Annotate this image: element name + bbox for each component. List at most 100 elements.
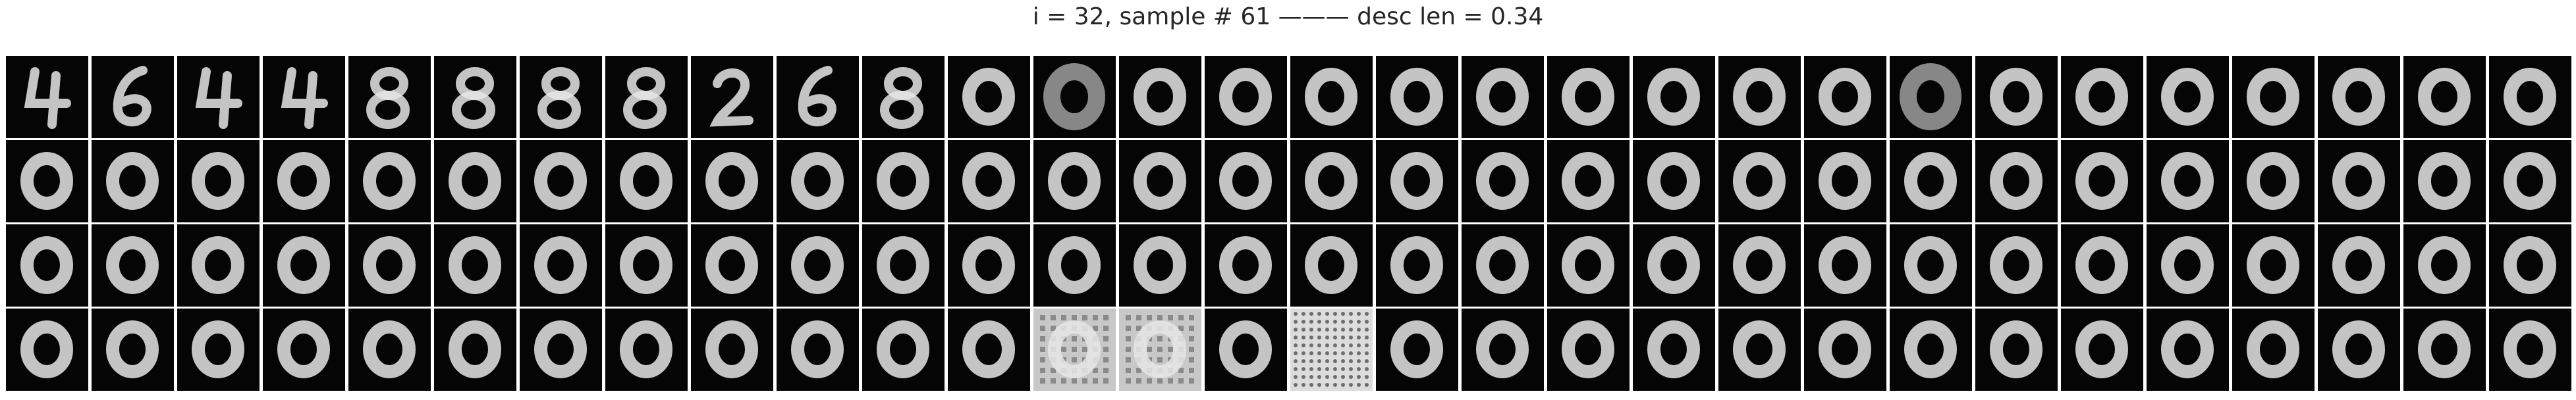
sample-image-tile — [691, 224, 773, 307]
sample-image-tile — [2061, 309, 2143, 391]
sample-image — [2418, 320, 2471, 378]
sample-image-tile — [1033, 56, 1116, 138]
sample-image — [962, 68, 1015, 126]
sample-image-tile — [1890, 224, 1972, 307]
sample-image-tile — [2232, 140, 2315, 222]
sample-image — [281, 67, 328, 129]
sample-image — [962, 320, 1015, 378]
sample-image-tile — [1205, 309, 1287, 391]
sample-image — [791, 236, 844, 294]
sample-image-tile — [2061, 224, 2143, 307]
sample-image-tile — [92, 56, 174, 138]
sample-image — [1904, 320, 1957, 378]
sample-image — [113, 66, 151, 127]
sample-image — [20, 152, 73, 210]
sample-image — [537, 67, 581, 129]
sample-image-tile — [1804, 56, 1886, 138]
sample-image — [20, 236, 73, 294]
sample-image — [1219, 152, 1272, 210]
sample-image-tile — [434, 309, 516, 391]
sample-image — [2332, 152, 2385, 210]
sample-image-tile — [948, 140, 1030, 222]
sample-image-tile — [348, 56, 431, 138]
sample-image — [192, 152, 244, 210]
sample-image-tile — [2489, 56, 2571, 138]
sample-image — [620, 152, 672, 210]
sample-image-tile — [177, 309, 260, 391]
sample-image — [1819, 152, 1871, 210]
sample-image — [1134, 152, 1186, 210]
sample-image-tile — [177, 56, 260, 138]
sample-image — [1562, 68, 1614, 126]
sample-image — [534, 152, 587, 210]
sample-image — [1647, 320, 1700, 378]
sample-image — [534, 320, 587, 378]
sample-image-tile — [948, 224, 1030, 307]
sample-image — [709, 68, 754, 127]
sample-image-tile — [2489, 140, 2571, 222]
sample-image — [2075, 320, 2128, 378]
sample-image-tile — [2232, 56, 2315, 138]
sample-image — [1476, 320, 1529, 378]
sample-image — [1733, 152, 1786, 210]
sample-image — [452, 67, 495, 129]
sample-image-tile — [2489, 224, 2571, 307]
sample-image-tile — [1718, 140, 1801, 222]
sample-image-tile — [1975, 140, 2058, 222]
sample-image-tile — [1547, 140, 1630, 222]
sample-image — [2418, 236, 2471, 294]
sample-image-tile — [177, 140, 260, 222]
sample-image — [2161, 152, 2214, 210]
sample-image — [1305, 68, 1357, 126]
sample-image-tile — [1033, 140, 1116, 222]
sample-image — [877, 152, 929, 210]
sample-image-tile — [1290, 140, 1373, 222]
sample-image-tile — [1119, 224, 1201, 307]
sample-image-tile — [605, 56, 688, 138]
sample-image — [1476, 236, 1529, 294]
sample-image — [1647, 68, 1700, 126]
sample-image — [1990, 152, 2042, 210]
sample-image — [2504, 320, 2556, 378]
sample-image — [363, 152, 416, 210]
sample-image — [2247, 236, 2299, 294]
sample-image-tile — [348, 140, 431, 222]
sample-image — [2332, 236, 2385, 294]
sample-image-tile — [520, 309, 602, 391]
sample-image — [1390, 320, 1443, 378]
sample-image — [1733, 236, 1786, 294]
sample-image — [623, 67, 667, 129]
sample-image — [277, 236, 330, 294]
sample-image-tile — [1376, 140, 1458, 222]
sample-image-tile — [1890, 56, 1972, 138]
sample-image-tile — [1290, 56, 1373, 138]
sample-image-tile — [348, 224, 431, 307]
sample-image — [1900, 63, 1961, 130]
sample-image — [192, 320, 244, 378]
sample-image-tile — [2147, 309, 2229, 391]
sample-image — [20, 320, 73, 378]
sample-image-tile — [2403, 140, 2486, 222]
sample-image-tile — [1547, 224, 1630, 307]
sample-image-tile — [2318, 309, 2400, 391]
sample-image — [1819, 320, 1871, 378]
sample-image-tile — [177, 224, 260, 307]
sample-image-tile — [1633, 224, 1715, 307]
sample-image-tile — [777, 224, 859, 307]
sample-image-tile — [2061, 140, 2143, 222]
sample-image — [106, 236, 159, 294]
sample-image — [192, 236, 244, 294]
sample-image — [1647, 152, 1700, 210]
sample-image — [798, 66, 836, 127]
sample-image — [1390, 68, 1443, 126]
sample-image — [1733, 320, 1786, 378]
sample-image — [1305, 152, 1357, 210]
sample-image-tile — [1205, 56, 1287, 138]
sample-image-tile — [605, 140, 688, 222]
sample-image-tile — [1804, 224, 1886, 307]
sample-image-tile — [691, 140, 773, 222]
sample-image-tile — [1633, 309, 1715, 391]
sample-image-tile — [2147, 56, 2229, 138]
sample-image-tile — [1890, 140, 1972, 222]
sample-image — [2504, 152, 2556, 210]
